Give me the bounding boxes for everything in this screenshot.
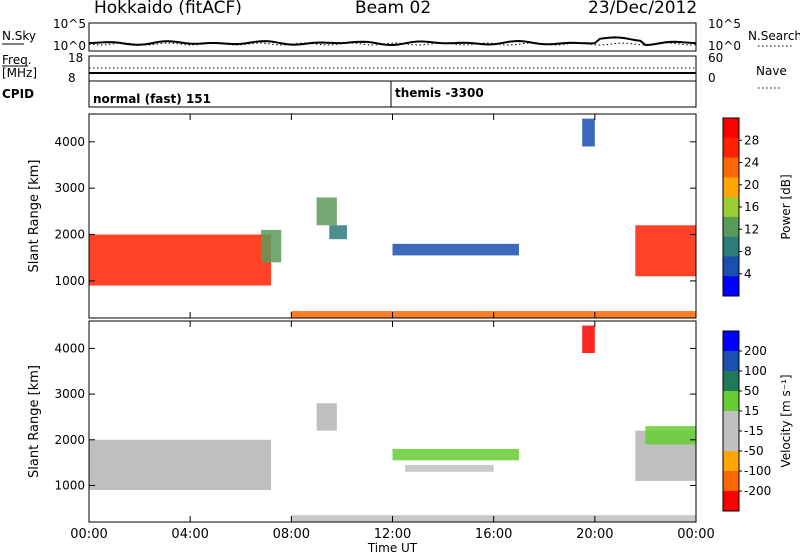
y-axis-label: Slant Range [km] [27, 365, 42, 478]
nave-tick-top: 60 [708, 51, 723, 65]
colorbar-swatch [723, 137, 739, 159]
colorbar-tick-label: 8 [744, 245, 752, 259]
colorbar-swatch [723, 157, 739, 178]
colorbar-tick-label: -100 [744, 464, 771, 478]
y-tick-label: 3000 [54, 181, 85, 195]
colorbar-swatch [723, 471, 739, 492]
colorbar-swatch [723, 351, 739, 372]
nsearch-trace [88, 42, 697, 46]
noise-tick-top-left: 10^5 [53, 17, 86, 31]
x-tick-label: 04:00 [171, 527, 208, 542]
colorbar-swatch [723, 276, 739, 297]
colorbar-swatch [723, 331, 739, 352]
scatter-region-0 [89, 234, 272, 286]
nsearch-label: N.Search [748, 29, 800, 43]
colorbar-label: Velocity [m s⁻¹] [779, 374, 793, 467]
colorbar-swatch [723, 197, 739, 218]
colorbar-tick-label: 200 [744, 344, 767, 358]
panel-frame [88, 320, 697, 523]
colorbar-swatch [723, 371, 739, 392]
scatter-region-1 [316, 403, 337, 431]
scatter-region-0 [89, 439, 272, 491]
nsky-trace [88, 36, 697, 47]
colorbar-swatch [723, 256, 739, 277]
nsky-label: N.Sky [2, 29, 36, 43]
colorbar-tick-label: 100 [744, 364, 767, 378]
colorbar-swatch [723, 431, 739, 452]
colorbar-tick-label: 50 [744, 384, 759, 398]
nave-label: Nave [756, 64, 787, 78]
colorbar-frame [722, 330, 740, 512]
colorbar-tick-label: 12 [744, 222, 759, 236]
colorbar-swatch [723, 216, 739, 238]
colorbar-tick-label: 24 [744, 156, 759, 170]
noise-tick-bottom-right: 10^0 [708, 39, 741, 53]
freq-tick-top: 18 [68, 51, 83, 65]
noise-tick-bottom-left: 10^0 [53, 39, 86, 53]
colorbar-tick-label: 15 [744, 404, 759, 418]
nave-tick-bottom: 0 [708, 71, 716, 85]
scatter-region-3 [329, 225, 347, 240]
scatter-region-2 [392, 448, 519, 461]
time-axis: 00:00 04:00 08:00 12:00 16:00 20:00 00:00 Time … [70, 527, 714, 554]
x-tick-label: 16:00 [475, 527, 512, 542]
y-tick-label: 3000 [54, 387, 85, 401]
y-tick-label: 1000 [54, 478, 85, 492]
colorbar-tick-label: -15 [744, 424, 764, 438]
colorbar-swatch [723, 491, 739, 512]
colorbar-tick-label: 20 [744, 178, 759, 192]
colorbar-tick-label: -50 [744, 444, 764, 458]
cpid-label: CPID [2, 87, 34, 101]
colorbar-swatch [723, 236, 739, 257]
colorbar-tick-label: 28 [744, 133, 759, 147]
noise-tick-top-right: 10^5 [708, 17, 741, 31]
colorbar-tick-label: -200 [744, 484, 771, 498]
y-tick-label: 2000 [54, 433, 85, 447]
freq-panel-frame [88, 55, 697, 82]
y-axis-label: Slant Range [km] [27, 160, 42, 273]
y-tick-label: 1000 [54, 274, 85, 288]
station-title: Hokkaido (fitACF) [94, 0, 242, 18]
freq-tick-bottom: 8 [68, 71, 76, 85]
x-tick-label: 00:00 [677, 527, 714, 542]
freq-unit: [MHz] [2, 66, 37, 80]
cpid-panel-frame [88, 80, 697, 108]
scatter-region-2 [316, 197, 337, 226]
colorbar-swatch [723, 391, 739, 412]
summary-strip: N.Sky N.Search 10^5 10^0 10^5 10^0 Freq.… [2, 17, 800, 108]
scatter-region-3 [405, 464, 494, 472]
x-tick-label: 12:00 [374, 527, 411, 542]
power-panel: 1000 2000 3000 4000 Slant Range [km] 4 8 12 16 20… [27, 113, 793, 319]
x-tick-label: 20:00 [576, 527, 613, 542]
colorbar-tick-label: 16 [744, 200, 759, 214]
colorbar-tick-label: 4 [744, 267, 752, 281]
scatter-region-4 [582, 325, 595, 353]
x-tick-label: 00:00 [70, 527, 107, 542]
colorbar-swatch [723, 411, 739, 432]
cpid-program-1: normal (fast) 151 [93, 92, 211, 106]
y-tick-label: 2000 [54, 228, 85, 242]
scatter-region-5 [582, 118, 595, 147]
colorbar-swatch [723, 451, 739, 472]
noise-panel-frame [88, 22, 697, 52]
scatter-region-1 [260, 229, 282, 263]
y-tick-label: 4000 [54, 341, 85, 355]
cpid-program-2: themis -3300 [395, 86, 484, 100]
scatter-region-6 [645, 426, 696, 445]
freq-label: Freq. [2, 53, 32, 67]
y-tick-label: 4000 [54, 135, 85, 149]
velocity-panel: 1000 2000 3000 4000 Slant Range [km] 200 100 50… [27, 320, 793, 523]
colorbar-swatch [723, 177, 739, 198]
colorbar-swatch [723, 118, 739, 139]
colorbar-label: Power [dB] [779, 174, 793, 239]
panel-frame [88, 113, 697, 319]
scatter-region-6 [635, 225, 696, 277]
x-axis-label: Time UT [367, 541, 418, 554]
beam-title: Beam 02 [355, 0, 432, 18]
x-tick-label: 08:00 [273, 527, 310, 542]
scatter-region-4 [392, 243, 519, 256]
date-title: 23/Dec/2012 [588, 0, 698, 18]
